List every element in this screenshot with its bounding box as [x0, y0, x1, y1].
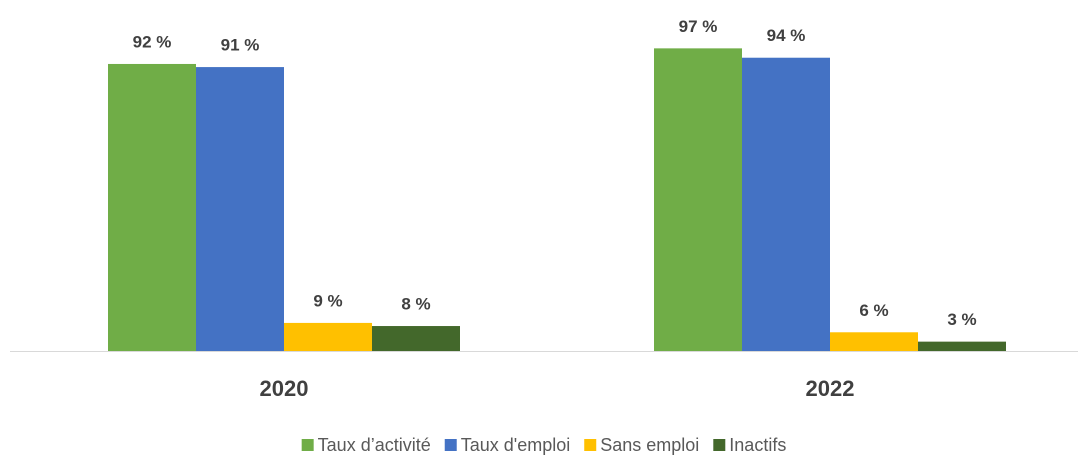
legend-swatch [584, 439, 597, 451]
bar [108, 63, 196, 352]
data-label: 91 % [221, 36, 260, 55]
data-label: 3 % [947, 310, 976, 329]
bar [284, 322, 372, 351]
data-label: 97 % [679, 17, 718, 36]
legend-label: Taux d’activité [318, 435, 431, 455]
bar [830, 332, 918, 351]
legend-label: Taux d'emploi [461, 435, 571, 455]
data-label: 94 % [767, 26, 806, 45]
bar [196, 67, 284, 351]
data-label: 9 % [313, 291, 342, 310]
bar [742, 57, 830, 351]
legend-swatch [301, 439, 314, 451]
legend-swatch [444, 439, 457, 451]
legend-label: Inactifs [729, 435, 786, 455]
bar [654, 48, 742, 352]
legend-label: Sans emploi [600, 435, 699, 455]
bar [918, 341, 1006, 351]
data-label: 6 % [859, 301, 888, 320]
bar [372, 326, 460, 351]
data-label: 92 % [133, 32, 172, 51]
legend-swatch [713, 439, 726, 451]
category-label: 2020 [260, 376, 309, 401]
category-label: 2022 [806, 376, 855, 401]
data-label: 8 % [401, 295, 430, 314]
